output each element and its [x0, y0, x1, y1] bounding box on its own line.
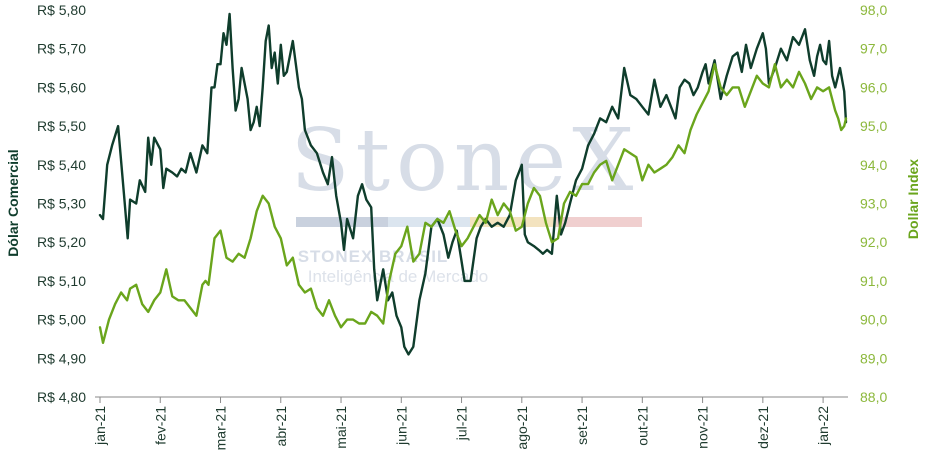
x-tick-label: nov-21: [695, 406, 711, 449]
x-tick-label: dez-21: [755, 406, 771, 449]
x-tick-label: set-21: [574, 406, 590, 445]
y-left-tick-label: R$ 4,80: [37, 389, 86, 405]
x-tick-label: jun-21: [393, 406, 409, 446]
y-right-tick-label: 93,0: [860, 196, 887, 212]
dolar-comercial-line: [98, 12, 848, 356]
x-tick-label: jan-21: [92, 406, 108, 446]
y-right-tick-label: 89,0: [860, 350, 887, 366]
y-right-tick-label: 90,0: [860, 312, 887, 328]
watermark: StoneX STONEX BRASIL Inteligência de Mer…: [291, 111, 642, 286]
y-left-tick-label: R$ 5,50: [37, 118, 86, 134]
y-left-tick-label: R$ 5,70: [37, 41, 86, 57]
y-right-axis-ticks: 88,0 89,0 90,0 91,0 92,0 93,0 94,0 95,0 96,0 97,0…: [860, 2, 887, 405]
watermark-tagline: Inteligência de Mercado: [308, 267, 489, 286]
series-layer: [98, 12, 848, 356]
y-left-tick-label: R$ 5,40: [37, 157, 86, 173]
y-right-tick-label: 96,0: [860, 79, 887, 95]
x-tick-label: abr-21: [273, 406, 289, 447]
watermark-brand: StoneX: [291, 111, 640, 211]
y-left-axis-title: Dólar Comercial: [5, 149, 21, 256]
y-left-tick-label: R$ 4,90: [37, 350, 86, 366]
x-axis-ticks: jan-21 fev-21 mar-21 abr-21 mai-21 jun-21 jul-…: [92, 397, 831, 450]
x-tick-label: mai-21: [333, 406, 349, 449]
y-left-axis-ticks: R$ 4,80 R$ 4,90 R$ 5,00 R$ 5,10 R$ 5,20 R$ 5,…: [37, 2, 86, 405]
y-right-axis-title: Dollar Index: [905, 159, 921, 239]
y-left-tick-label: R$ 5,00: [37, 312, 86, 328]
x-tick-label: mar-21: [213, 406, 229, 451]
y-right-tick-label: 92,0: [860, 234, 887, 250]
y-right-tick-label: 94,0: [860, 157, 887, 173]
y-left-tick-label: R$ 5,10: [37, 273, 86, 289]
y-right-tick-label: 88,0: [860, 389, 887, 405]
y-left-tick-label: R$ 5,30: [37, 196, 86, 212]
y-right-tick-label: 98,0: [860, 2, 887, 18]
x-tick-label: jul-21: [454, 406, 470, 441]
y-right-tick-label: 91,0: [860, 273, 887, 289]
x-tick-label: out-21: [634, 406, 650, 446]
watermark-bar: [556, 217, 642, 227]
y-left-tick-label: R$ 5,80: [37, 2, 86, 18]
x-tick-label: jan-22: [815, 406, 831, 446]
y-left-tick-label: R$ 5,60: [37, 79, 86, 95]
dollar-index-line: [98, 62, 848, 344]
y-right-tick-label: 97,0: [860, 41, 887, 57]
x-axis: jan-21 fev-21 mar-21 abr-21 mai-21 jun-21 jul-…: [92, 396, 848, 450]
y-right-tick-label: 95,0: [860, 118, 887, 134]
x-tick-label: fev-21: [152, 406, 168, 445]
x-tick-label: ago-21: [514, 406, 530, 450]
watermark-bar: [388, 217, 470, 227]
y-left-tick-label: R$ 5,20: [37, 234, 86, 250]
